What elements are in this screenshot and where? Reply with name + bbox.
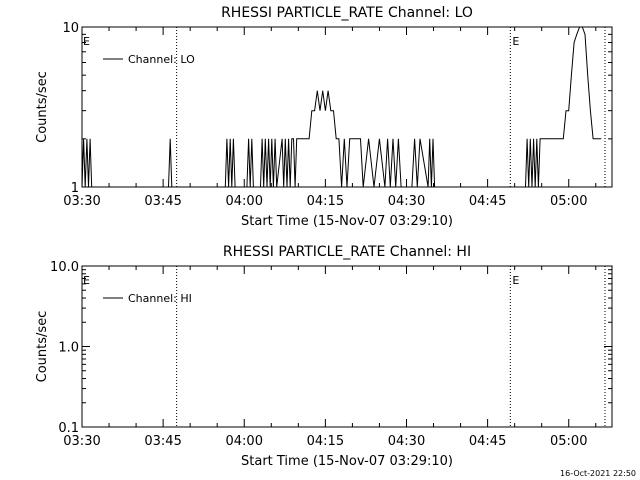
hi-chart-title: RHESSI PARTICLE_RATE Channel: HI <box>223 244 471 260</box>
lo-vline-group: E <box>176 27 606 187</box>
lo-x-tick-label: 04:45 <box>469 194 506 209</box>
lo-x-tick-label: 04:15 <box>307 194 344 209</box>
lo-x-tick-label: 04:00 <box>226 194 263 209</box>
hi-y-tick-label: 1.0 <box>58 341 79 356</box>
lo-tick-group: 03:30 03:45 04:00 04:15 04:30 04:45 05:00 1 10 <box>62 21 612 209</box>
hi-x-axis-label: Start Time (15-Nov-07 03:29:10) <box>241 454 453 469</box>
hi-left-marker: E <box>83 274 90 287</box>
hi-chart-panel: RHESSI PARTICLE_RATE Channel: HI Counts/… <box>35 244 613 469</box>
lo-x-tick-label: 04:30 <box>388 194 425 209</box>
lo-vline-label: E <box>512 35 519 48</box>
hi-y-tick-label: 0.1 <box>58 421 79 436</box>
hi-x-tick-label: 05:00 <box>550 434 587 449</box>
lo-series-group <box>81 26 602 188</box>
lo-y-axis-label: Counts/sec <box>35 71 50 143</box>
lo-legend-label: Channel: LO <box>128 53 195 66</box>
lo-x-tick-label: 03:45 <box>144 194 181 209</box>
lo-chart-title: RHESSI PARTICLE_RATE Channel: LO <box>221 5 473 21</box>
lo-y-tick-label: 10 <box>62 21 79 36</box>
lo-left-marker: E <box>83 35 90 48</box>
hi-x-tick-label: 04:45 <box>469 434 506 449</box>
hi-x-tick-label: 04:30 <box>388 434 425 449</box>
lo-x-tick-label: 03:30 <box>63 194 100 209</box>
hi-vline-label: E <box>512 274 519 287</box>
hi-vline-group: E <box>176 266 606 427</box>
hi-y-axis-label: Counts/sec <box>35 311 50 383</box>
hi-x-tick-label: 04:15 <box>307 434 344 449</box>
hi-x-tick-label: 03:30 <box>63 434 100 449</box>
lo-series-line <box>81 26 602 188</box>
lo-y-tick-label: 1 <box>71 181 79 196</box>
lo-x-axis-label: Start Time (15-Nov-07 03:29:10) <box>241 214 453 229</box>
hi-plot-frame <box>81 265 613 428</box>
timestamp-footer: 16-Oct-2021 22:50 <box>560 469 636 478</box>
lo-x-tick-label: 05:00 <box>550 194 587 209</box>
hi-x-tick-label: 03:45 <box>144 434 181 449</box>
hi-tick-group: 03:30 03:45 04:00 04:15 04:30 04:45 05:00 0.1 1.… <box>50 260 612 449</box>
lo-chart-panel: RHESSI PARTICLE_RATE Channel: LO Counts/… <box>35 5 613 229</box>
hi-y-tick-label: 10.0 <box>50 260 79 275</box>
hi-legend-label: Channel: HI <box>128 292 192 305</box>
hi-x-tick-label: 04:00 <box>226 434 263 449</box>
